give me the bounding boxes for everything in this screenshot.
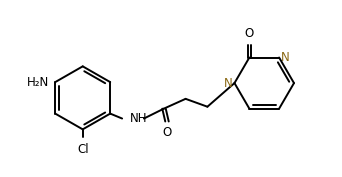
- Text: N: N: [281, 51, 290, 64]
- Text: N: N: [224, 77, 233, 90]
- Text: H₂N: H₂N: [27, 76, 49, 89]
- Text: NH: NH: [130, 112, 147, 125]
- Text: O: O: [245, 27, 254, 40]
- Text: O: O: [162, 126, 171, 139]
- Text: Cl: Cl: [77, 143, 89, 156]
